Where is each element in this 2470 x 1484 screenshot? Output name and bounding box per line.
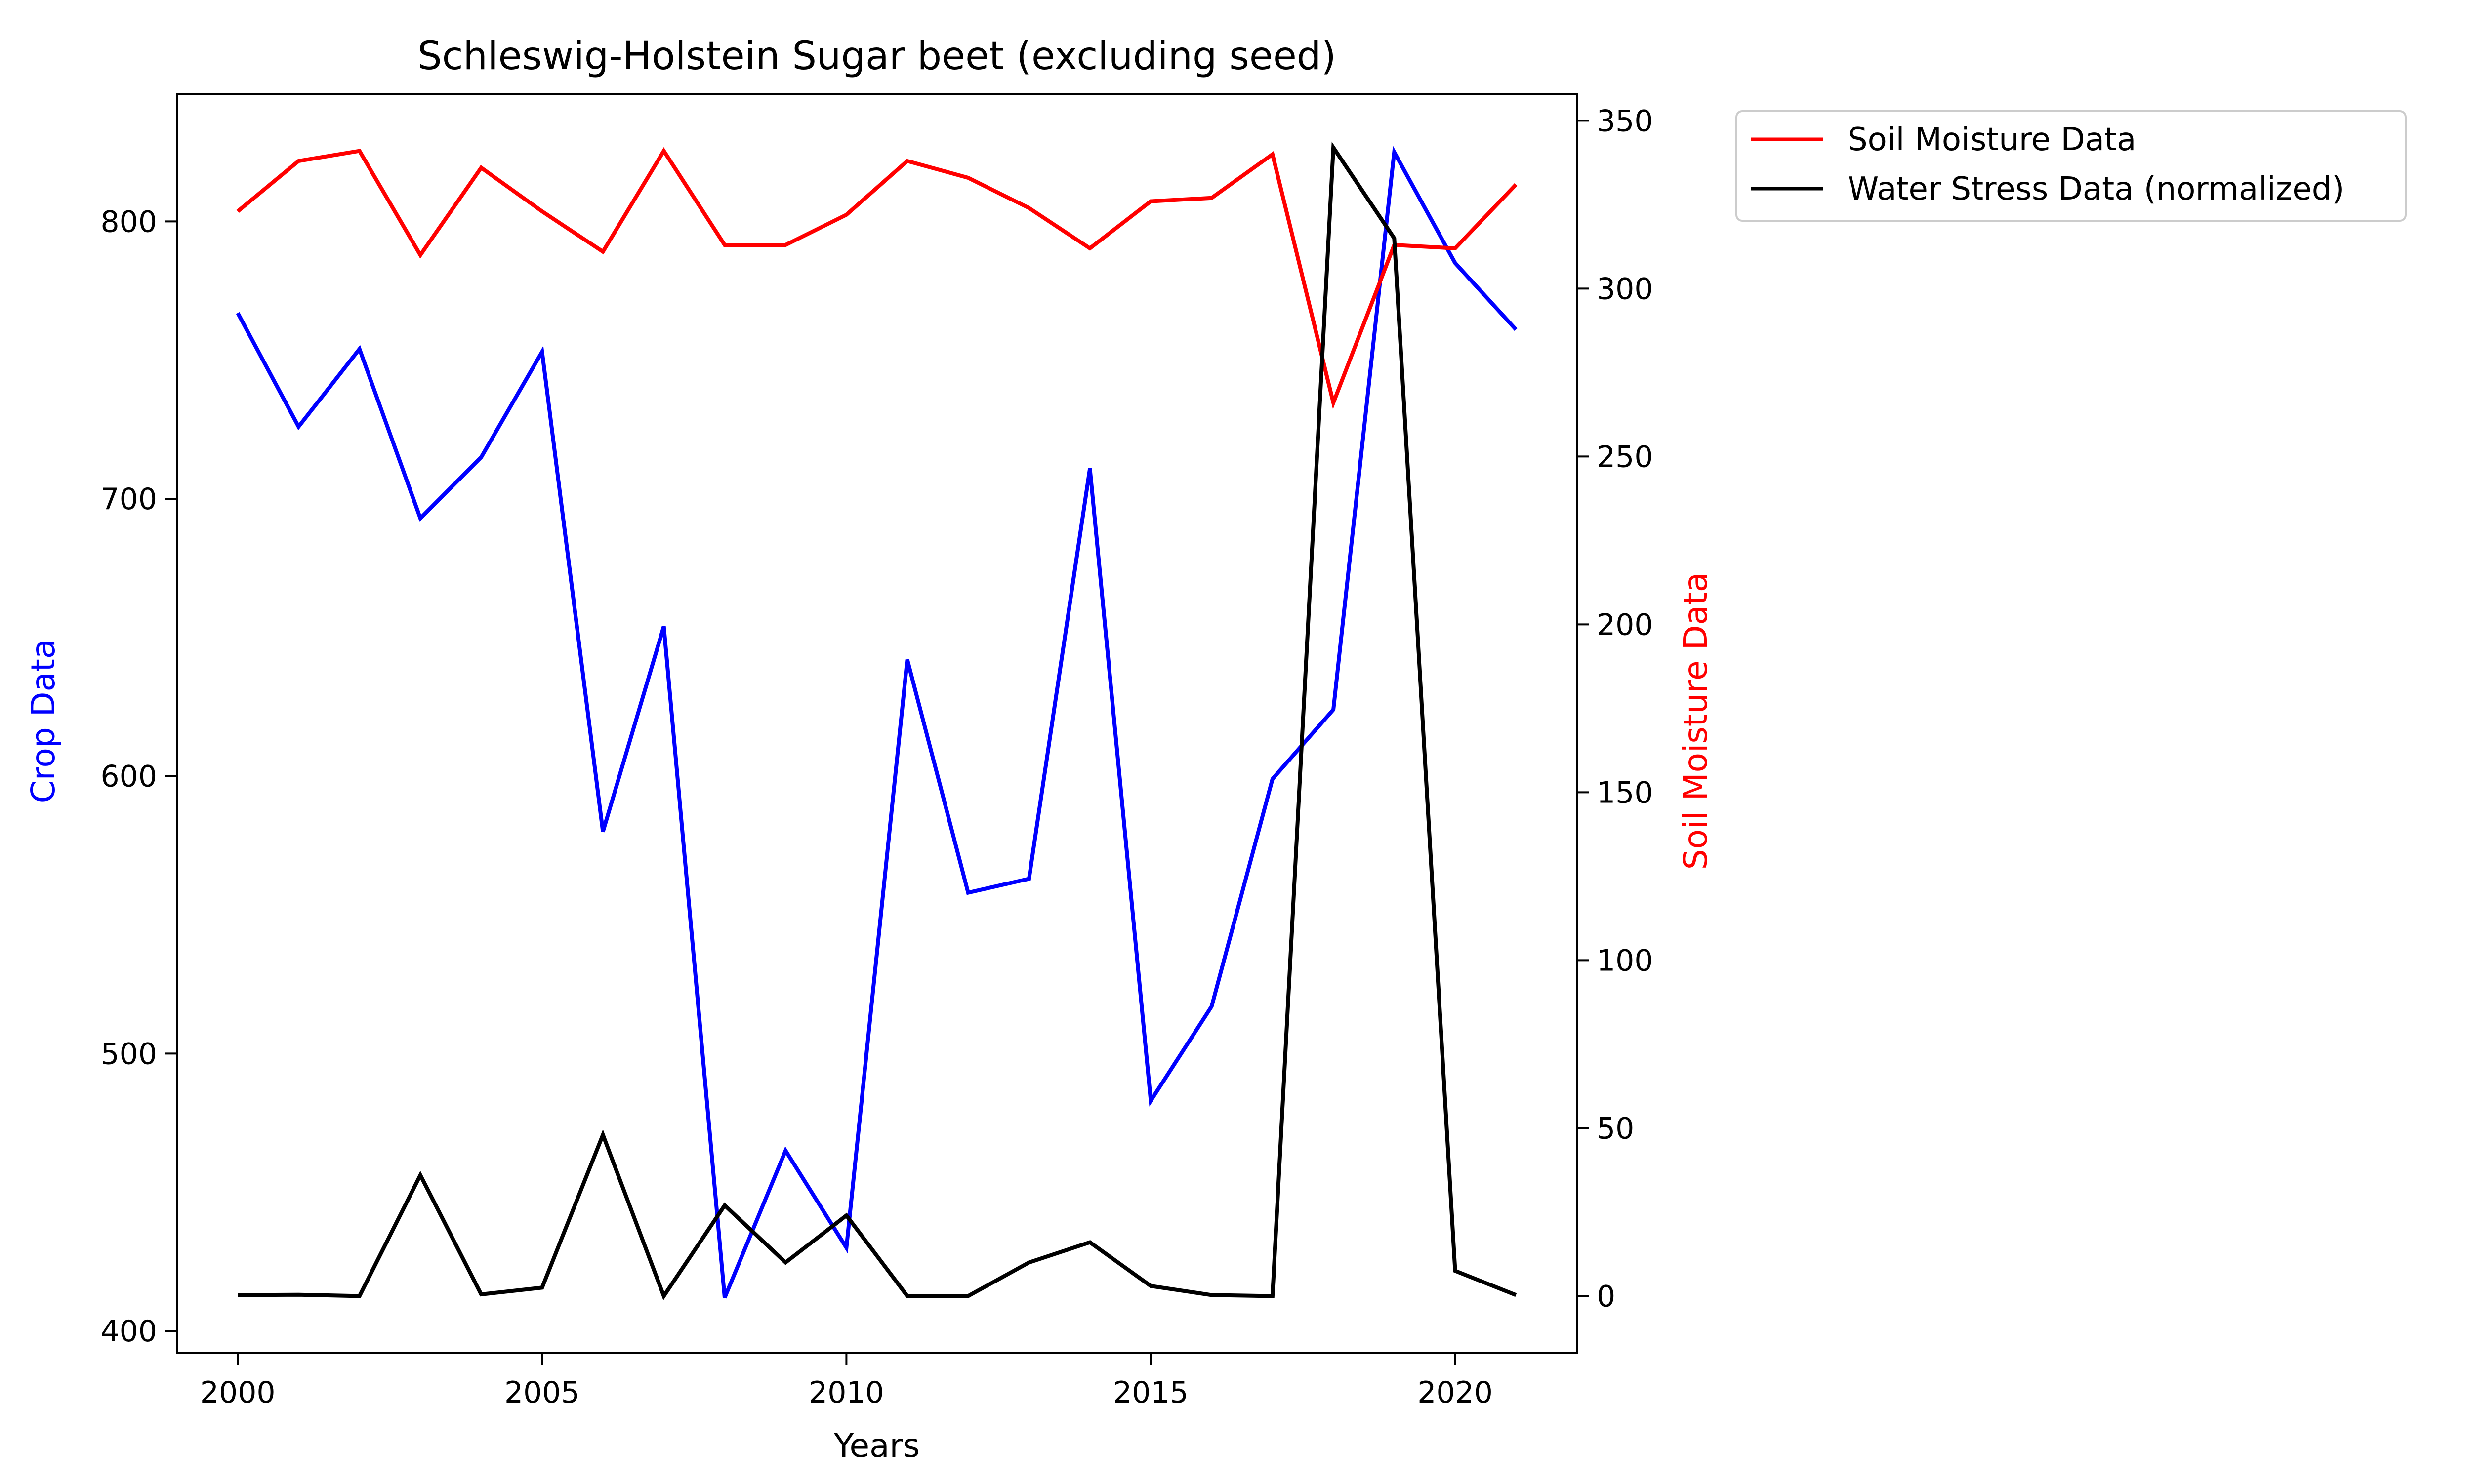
x-tick-label: 2000 bbox=[200, 1375, 276, 1410]
legend-box bbox=[1735, 110, 2407, 222]
y-left-tick-label: 400 bbox=[100, 1314, 157, 1349]
legend-label-water-stress: Water Stress Data (normalized) bbox=[1848, 171, 2344, 207]
y-right-tick-label: 200 bbox=[1597, 607, 1653, 642]
legend-label-soil-moisture: Soil Moisture Data bbox=[1848, 121, 2136, 158]
chart-title: Schleswig-Holstein Sugar beet (excluding… bbox=[417, 34, 1336, 79]
x-tick-label: 2020 bbox=[1417, 1375, 1493, 1410]
x-tick-label: 2015 bbox=[1113, 1375, 1189, 1410]
y-left-tick-label: 500 bbox=[100, 1037, 157, 1071]
ticks: 2000 2005 2010 2015 2020 400 500 600 700 800 0 50 10… bbox=[100, 104, 1653, 1410]
series-line-water-stress-data-normalized bbox=[238, 141, 1517, 1301]
y-right-tick-label: 50 bbox=[1597, 1111, 1634, 1146]
y-right-tick-label: 100 bbox=[1597, 943, 1653, 978]
legend: Soil Moisture Data Water Stress Data (no… bbox=[1735, 110, 2407, 222]
y-right-tick-label: 150 bbox=[1597, 775, 1653, 810]
y-axis-left-label: Crop Data bbox=[24, 639, 62, 803]
series-lines bbox=[236, 141, 1518, 1301]
x-tick-label: 2005 bbox=[504, 1375, 580, 1410]
y-right-tick-label: 350 bbox=[1597, 104, 1653, 138]
y-left-tick-label: 600 bbox=[100, 760, 157, 794]
y-right-tick-label: 250 bbox=[1597, 440, 1653, 474]
x-tick-label: 2010 bbox=[809, 1375, 884, 1410]
y-right-tick-label: 300 bbox=[1597, 272, 1653, 306]
y-axis-right-label: Soil Moisture Data bbox=[1677, 572, 1715, 870]
plot-frame bbox=[176, 93, 1578, 1354]
x-axis-label: Years bbox=[833, 1427, 920, 1465]
series-line-soil-moisture-data bbox=[236, 147, 1518, 409]
y-right-tick-label: 0 bbox=[1597, 1279, 1615, 1314]
y-left-tick-label: 800 bbox=[100, 204, 157, 239]
axes bbox=[176, 93, 1578, 1354]
y-left-tick-label: 700 bbox=[100, 482, 157, 517]
